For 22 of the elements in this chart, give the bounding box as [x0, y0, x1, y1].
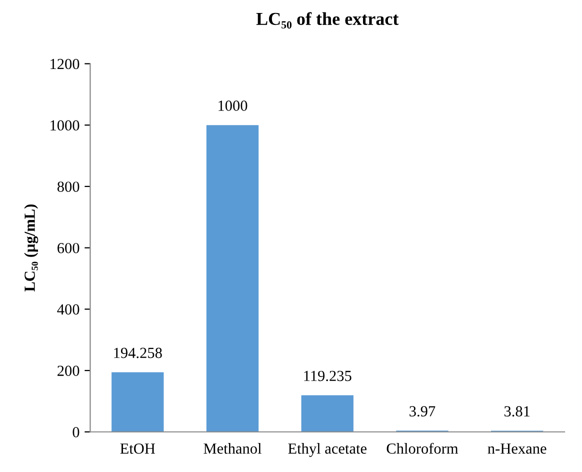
y-tick-label: 1000	[50, 120, 80, 131]
bar	[301, 395, 354, 432]
data-label: 1000	[218, 100, 248, 111]
y-tick-label: 800	[57, 182, 80, 192]
data-label: 119.235	[304, 370, 352, 382]
chart-title: LC₅₀ of the extract	[256, 12, 399, 29]
y-tick-label: 600	[58, 242, 80, 254]
bar	[206, 125, 259, 432]
y-axis-title: LC₅₀ (µg/mL)	[24, 204, 38, 292]
bar	[112, 372, 164, 432]
data-label: 3.81	[504, 406, 530, 417]
x-tick-label: EtOH	[120, 443, 156, 454]
x-tick-label: Methanol	[204, 442, 262, 454]
x-tick-label: Chloroform	[386, 442, 458, 454]
y-tick-label: 200	[58, 366, 80, 376]
data-label: 194.258	[114, 348, 162, 358]
y-tick-label: 1200	[50, 58, 80, 70]
x-tick-label: Ethyl acetate	[288, 442, 366, 457]
data-label: 3.97	[410, 406, 436, 417]
x-tick-label: n-Hexane	[488, 444, 546, 454]
y-tick-label: 400	[57, 304, 80, 315]
y-tick-label: 0	[72, 427, 80, 438]
